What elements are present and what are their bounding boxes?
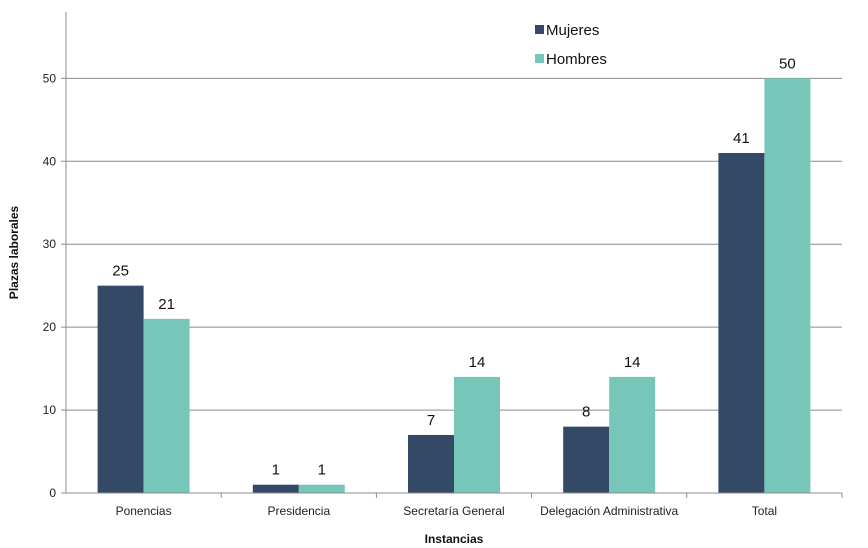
legend-label: Mujeres: [546, 22, 599, 39]
data-label: 41: [733, 130, 750, 147]
y-tick-label: 0: [49, 486, 56, 500]
x-tick-label: Ponencias: [116, 504, 172, 518]
y-axis-ticks: 0 10 20 30 40 50: [43, 71, 66, 500]
x-axis: Ponencias Presidencia Secretaría General De…: [65, 12, 843, 518]
bars: [97, 78, 811, 494]
data-label: 14: [624, 354, 641, 371]
data-label: 1: [272, 462, 280, 479]
bar: [252, 484, 299, 493]
y-tick-label: 30: [43, 237, 57, 251]
bar: [408, 434, 454, 493]
data-label: 8: [582, 404, 590, 421]
bar: [563, 426, 610, 493]
data-label: 21: [158, 296, 175, 313]
data-label: 14: [469, 354, 486, 371]
bar: [298, 484, 345, 493]
data-label: 1: [318, 462, 326, 479]
data-label: 7: [427, 412, 435, 429]
legend-label: Hombres: [546, 51, 607, 68]
x-tick-label: Secretaría General: [403, 504, 504, 518]
x-tick-label: Presidencia: [267, 504, 330, 518]
y-tick-label: 20: [43, 320, 57, 334]
y-tick-label: 50: [43, 71, 57, 85]
bar: [454, 376, 500, 493]
gridlines: [66, 77, 842, 411]
data-labels: 25 21 1 1 7 14 8 14 41 50: [112, 55, 795, 478]
data-label: 50: [779, 55, 796, 72]
x-tick-label: Total: [752, 504, 777, 518]
legend-swatch: [535, 25, 544, 34]
y-axis-title: Plazas laborales: [7, 205, 21, 299]
bar: [609, 376, 656, 493]
y-tick-label: 40: [43, 154, 57, 168]
x-tick-label: Delegación Administrativa: [540, 504, 678, 518]
bar: [97, 285, 144, 493]
bar: [143, 318, 190, 493]
bar: [718, 152, 765, 493]
data-label: 25: [112, 263, 129, 280]
legend: Mujeres Hombres: [535, 22, 607, 68]
bar: [764, 78, 811, 494]
y-tick-label: 10: [43, 403, 57, 417]
legend-swatch: [535, 54, 544, 63]
x-axis-title: Instancias: [425, 532, 484, 546]
